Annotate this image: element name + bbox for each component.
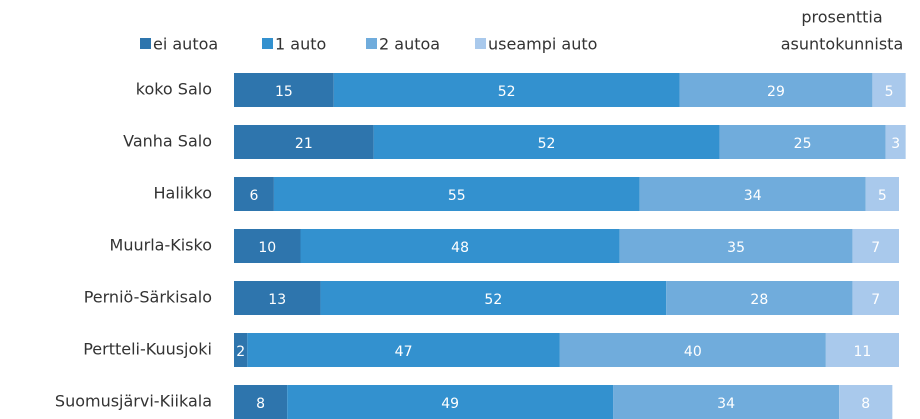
value-label: 52 — [484, 292, 502, 308]
value-label: 29 — [767, 84, 785, 100]
bar-segment — [865, 177, 899, 211]
bar-segment — [666, 281, 853, 315]
bar-segment — [234, 385, 288, 419]
annotation: asuntokunnista — [781, 35, 904, 54]
value-label: 35 — [727, 240, 745, 256]
category-label: Suomusjärvi-Kiikala — [55, 392, 212, 411]
bar-segment — [839, 385, 893, 419]
legend-swatch — [475, 38, 486, 49]
bar-segment — [373, 125, 720, 159]
value-label: 2 — [236, 344, 245, 360]
category-label: Halikko — [154, 184, 212, 203]
category-label: koko Salo — [136, 80, 212, 99]
legend-label: 2 autoa — [379, 35, 440, 54]
value-label: 49 — [441, 396, 459, 412]
bar-segment — [719, 125, 886, 159]
bar-segment — [613, 385, 840, 419]
bar-segment — [872, 73, 906, 107]
bar-segment — [852, 229, 899, 263]
value-label: 10 — [258, 240, 276, 256]
value-label: 7 — [871, 240, 880, 256]
bar-segment — [852, 281, 899, 315]
bar-segment — [234, 125, 374, 159]
legend-label: useampi auto — [488, 35, 597, 54]
value-label: 5 — [885, 84, 894, 100]
value-label: 3 — [891, 136, 900, 152]
value-label: 52 — [498, 84, 516, 100]
bar-segment — [619, 229, 853, 263]
value-label: 11 — [854, 344, 872, 360]
bar-segment — [234, 333, 248, 367]
legend-label: 1 auto — [275, 35, 326, 54]
value-label: 13 — [268, 292, 286, 308]
value-label: 8 — [256, 396, 265, 412]
value-label: 52 — [538, 136, 556, 152]
value-label: 47 — [395, 344, 413, 360]
bar-segment — [287, 385, 614, 419]
bar-segment — [300, 229, 620, 263]
value-label: 6 — [249, 188, 258, 204]
value-label: 55 — [448, 188, 466, 204]
bar-segment — [234, 229, 301, 263]
value-label: 25 — [794, 136, 812, 152]
legend-swatch — [140, 38, 151, 49]
value-label: 34 — [744, 188, 762, 204]
value-label: 5 — [878, 188, 887, 204]
category-label: Pertteli-Kuusjoki — [83, 340, 212, 359]
value-label: 40 — [684, 344, 702, 360]
value-label: 28 — [750, 292, 768, 308]
bar-segment — [825, 333, 899, 367]
bar-segment — [234, 281, 321, 315]
bar-segment — [885, 125, 906, 159]
category-label: Perniö-Särkisalo — [84, 288, 212, 307]
bar-segment — [559, 333, 826, 367]
bar-segment — [320, 281, 667, 315]
legend-swatch — [262, 38, 273, 49]
value-label: 7 — [871, 292, 880, 308]
bar-segment — [247, 333, 560, 367]
legend-swatch — [366, 38, 377, 49]
value-label: 8 — [861, 396, 870, 412]
bar-segment — [639, 177, 866, 211]
bar-segment — [679, 73, 873, 107]
value-label: 48 — [451, 240, 469, 256]
bar-segment — [234, 73, 334, 107]
category-label: Vanha Salo — [123, 132, 212, 151]
annotation: prosenttia — [801, 8, 882, 27]
value-label: 34 — [717, 396, 735, 412]
bar-segment — [234, 177, 274, 211]
value-label: 21 — [295, 136, 313, 152]
category-label: Muurla-Kisko — [110, 236, 212, 255]
value-label: 15 — [275, 84, 293, 100]
bar-segment — [273, 177, 640, 211]
legend-label: ei autoa — [153, 35, 218, 54]
bar-segment — [333, 73, 680, 107]
